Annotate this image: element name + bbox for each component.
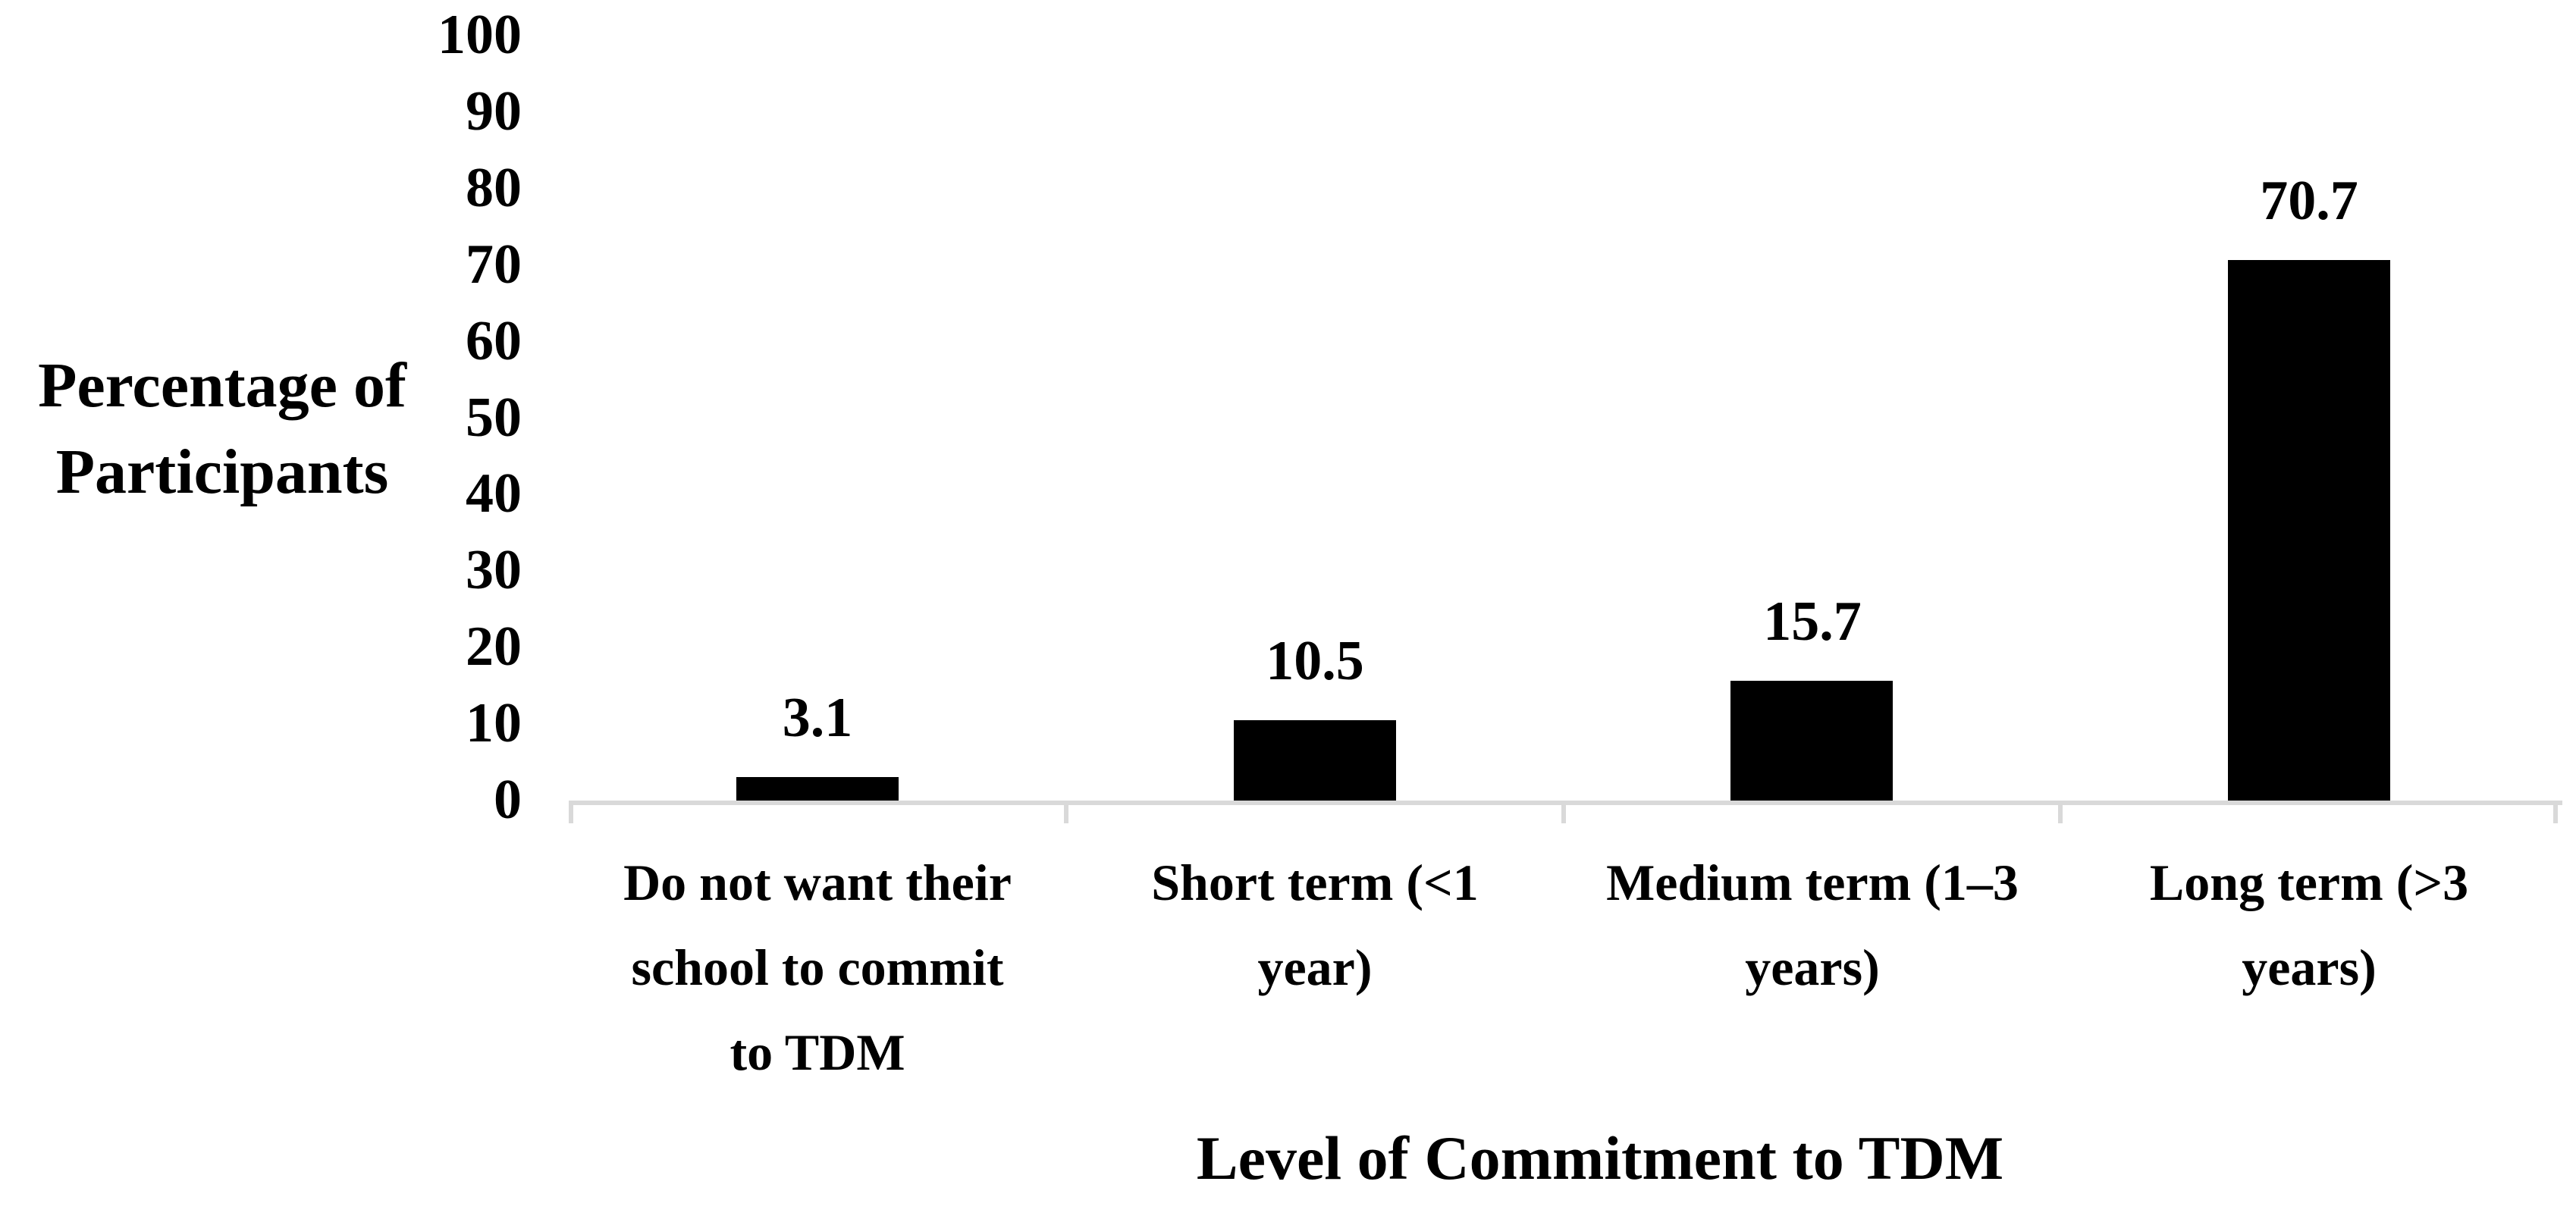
y-tick-label: 40	[466, 462, 522, 525]
y-tick-label: 30	[466, 539, 522, 602]
y-tick-label: 80	[466, 156, 522, 219]
y-tick-label: 50	[466, 386, 522, 449]
bar-value-label: 3.1	[782, 687, 853, 749]
bar	[1234, 720, 1396, 801]
y-tick-label: 20	[466, 616, 522, 679]
bar	[1730, 681, 1893, 801]
category-label: Short term (<1 year)	[1151, 854, 1479, 996]
x-tick-mark	[1561, 801, 1566, 823]
bar	[736, 777, 899, 801]
x-axis-line	[569, 801, 2562, 805]
y-axis-title: Percentage of Participants	[38, 350, 406, 507]
category-label: Do not want their school to commit to TD…	[623, 854, 1012, 1081]
y-tick-label: 100	[438, 4, 522, 66]
x-tick-mark	[2553, 801, 2558, 823]
category-label: Long term (>3 years)	[2149, 854, 2469, 996]
y-tick-label: 0	[494, 769, 522, 831]
x-axis-title: Level of Commitment to TDM	[1196, 1124, 2004, 1192]
x-tick-mark	[1063, 801, 1068, 823]
bar	[2228, 260, 2390, 801]
x-tick-mark	[2058, 801, 2063, 823]
bar-value-label: 70.7	[2260, 170, 2358, 232]
bar-value-label: 15.7	[1763, 591, 1862, 653]
y-tick-label: 10	[466, 692, 522, 755]
y-tick-label: 90	[466, 80, 522, 143]
x-tick-mark	[569, 801, 573, 823]
bar-value-label: 10.5	[1266, 630, 1364, 692]
y-tick-label: 60	[466, 309, 522, 372]
y-tick-label: 70	[466, 233, 522, 296]
category-label: Medium term (1–3 years)	[1606, 854, 2019, 996]
